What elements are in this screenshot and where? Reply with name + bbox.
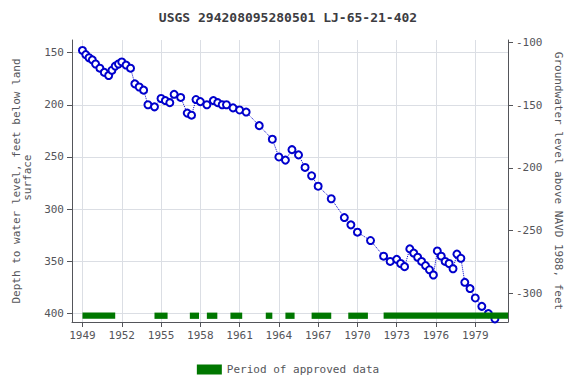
svg-text:-200: -200 xyxy=(516,161,543,174)
svg-text:400: 400 xyxy=(44,307,64,320)
svg-text:-100: -100 xyxy=(516,36,543,49)
svg-text:1979: 1979 xyxy=(462,329,489,342)
svg-text:Groundwater level above NAVD 1: Groundwater level above NAVD 1988, feet xyxy=(552,52,565,310)
svg-text:Depth to water level, feet bel: Depth to water level, feet below land xyxy=(10,58,24,304)
svg-text:150: 150 xyxy=(44,46,64,59)
svg-text:1964: 1964 xyxy=(266,329,293,342)
svg-text:350: 350 xyxy=(44,255,64,268)
svg-text:surface: surface xyxy=(21,155,34,208)
svg-text:1958: 1958 xyxy=(187,329,214,342)
svg-text:300: 300 xyxy=(44,203,64,216)
svg-text:1955: 1955 xyxy=(148,329,175,342)
svg-text:-150: -150 xyxy=(516,99,543,112)
svg-text:-250: -250 xyxy=(516,224,543,237)
svg-text:-300: -300 xyxy=(516,287,543,300)
svg-text:1961: 1961 xyxy=(226,329,253,342)
svg-text:Period of approved data: Period of approved data xyxy=(227,363,379,376)
svg-text:1949: 1949 xyxy=(69,329,96,342)
svg-text:1970: 1970 xyxy=(344,329,371,342)
svg-text:USGS 294208095280501 LJ-65-21-: USGS 294208095280501 LJ-65-21-402 xyxy=(159,10,417,25)
svg-text:1967: 1967 xyxy=(305,329,332,342)
svg-text:1973: 1973 xyxy=(383,329,410,342)
svg-text:1976: 1976 xyxy=(423,329,450,342)
svg-text:250: 250 xyxy=(44,150,64,163)
svg-text:200: 200 xyxy=(44,98,64,111)
svg-text:1952: 1952 xyxy=(109,329,136,342)
